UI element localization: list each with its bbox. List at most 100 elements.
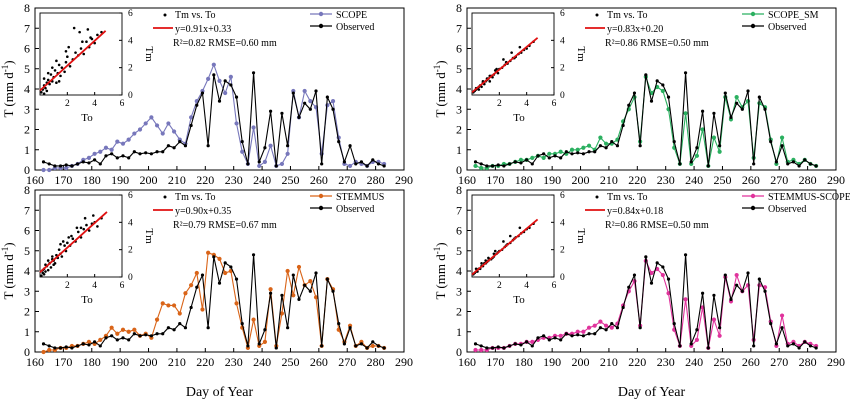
data-point: [263, 146, 267, 150]
data-point: [41, 160, 46, 164]
data-point: [661, 265, 665, 269]
data-point: [257, 342, 261, 346]
scatter-point: [46, 259, 50, 262]
data-point: [525, 158, 529, 162]
legend-observed-label: Observed: [768, 22, 806, 33]
x-tick-label: 220: [628, 355, 646, 369]
x-tick-label: 170: [486, 355, 504, 369]
data-point: [808, 344, 813, 348]
data-point: [700, 127, 705, 132]
data-point: [723, 91, 727, 95]
scatter-point: [42, 92, 46, 95]
data-point: [172, 146, 176, 150]
stats-scatter-marker: [163, 195, 167, 199]
data-point: [308, 99, 313, 104]
data-point: [655, 261, 659, 265]
data-point: [103, 145, 109, 150]
data-point: [313, 295, 319, 300]
data-point: [723, 273, 727, 277]
scatter-point: [53, 69, 57, 72]
data-point: [155, 332, 159, 336]
inset-x-tick-label: 4: [524, 99, 529, 109]
legend-model-marker: [750, 11, 756, 17]
data-point: [376, 344, 381, 348]
scatter-point: [493, 249, 497, 253]
x-tick-label: 250: [713, 173, 731, 187]
data-point: [479, 162, 483, 166]
data-point: [598, 144, 603, 148]
data-point: [530, 162, 534, 166]
data-point: [285, 268, 290, 274]
data-point: [689, 160, 693, 164]
data-point: [695, 146, 699, 150]
inset-x-label: To: [81, 112, 93, 124]
stats-r2: R²=0.82 RMSE=0.60 mm: [173, 38, 277, 49]
data-point: [223, 270, 228, 276]
data-point: [217, 281, 222, 285]
data-point: [268, 287, 273, 292]
inset-y-label: Tm: [143, 228, 155, 244]
inset-y-label: Tm: [575, 228, 587, 244]
data-point: [502, 164, 506, 168]
x-tick-label: 280: [367, 355, 385, 369]
scatter-point: [49, 266, 53, 269]
data-point: [729, 297, 733, 301]
stats-r2: R²=0.79 RMSE=0.67 mm: [173, 220, 277, 231]
data-point: [262, 339, 268, 344]
data-point: [154, 317, 160, 322]
y-tick-label: 4: [24, 264, 30, 278]
data-point: [734, 95, 739, 100]
data-point: [41, 342, 46, 346]
data-point: [712, 293, 716, 297]
data-point: [166, 121, 171, 126]
x-tick-label: 250: [713, 355, 731, 369]
y-tick-label: 3: [456, 102, 462, 116]
scatter-point: [79, 47, 83, 50]
data-point: [621, 123, 625, 128]
y-tick-label: 2: [24, 305, 30, 319]
y-axis-label-end: ): [433, 60, 448, 64]
inset-x-tick-label: 6: [120, 99, 125, 109]
data-point: [638, 144, 642, 148]
x-tick-label: 200: [140, 173, 158, 187]
scatter-point: [66, 241, 69, 245]
legend-model-marker: [318, 193, 324, 199]
data-point: [86, 339, 92, 344]
data-point: [542, 152, 546, 156]
data-point: [689, 342, 693, 346]
data-point: [525, 340, 529, 344]
data-point: [660, 88, 665, 94]
scatter-point: [67, 45, 70, 49]
data-point: [280, 111, 284, 115]
data-point: [251, 317, 256, 322]
inset-x-label: To: [513, 112, 525, 124]
scatter-point: [493, 69, 497, 72]
data-point: [161, 332, 165, 336]
scatter-point: [488, 80, 492, 83]
inset-x-tick-label: 2: [497, 281, 502, 291]
data-point: [121, 336, 125, 340]
fit-line: [39, 30, 107, 92]
data-point: [803, 158, 807, 162]
data-point: [791, 160, 796, 164]
data-point: [144, 151, 148, 155]
stats-equation: y=0.84x+0.18: [607, 206, 663, 217]
scatter-point: [59, 242, 62, 246]
data-point: [160, 301, 165, 306]
data-point: [137, 127, 143, 132]
y-axis-label-sup: -1: [432, 65, 442, 73]
legend-model-marker: [750, 193, 756, 199]
data-point: [490, 346, 495, 350]
scatter-point: [518, 226, 522, 230]
scatter-point: [59, 74, 62, 78]
stats-equation: y=0.91x+0.33: [175, 24, 231, 35]
scatter-point: [67, 236, 70, 239]
data-point: [507, 344, 512, 348]
legend-observed-label: Observed: [768, 204, 806, 215]
data-point: [291, 293, 296, 298]
data-point: [257, 163, 262, 169]
x-tick-label: 250: [281, 173, 299, 187]
inset-x-label: To: [81, 294, 93, 306]
